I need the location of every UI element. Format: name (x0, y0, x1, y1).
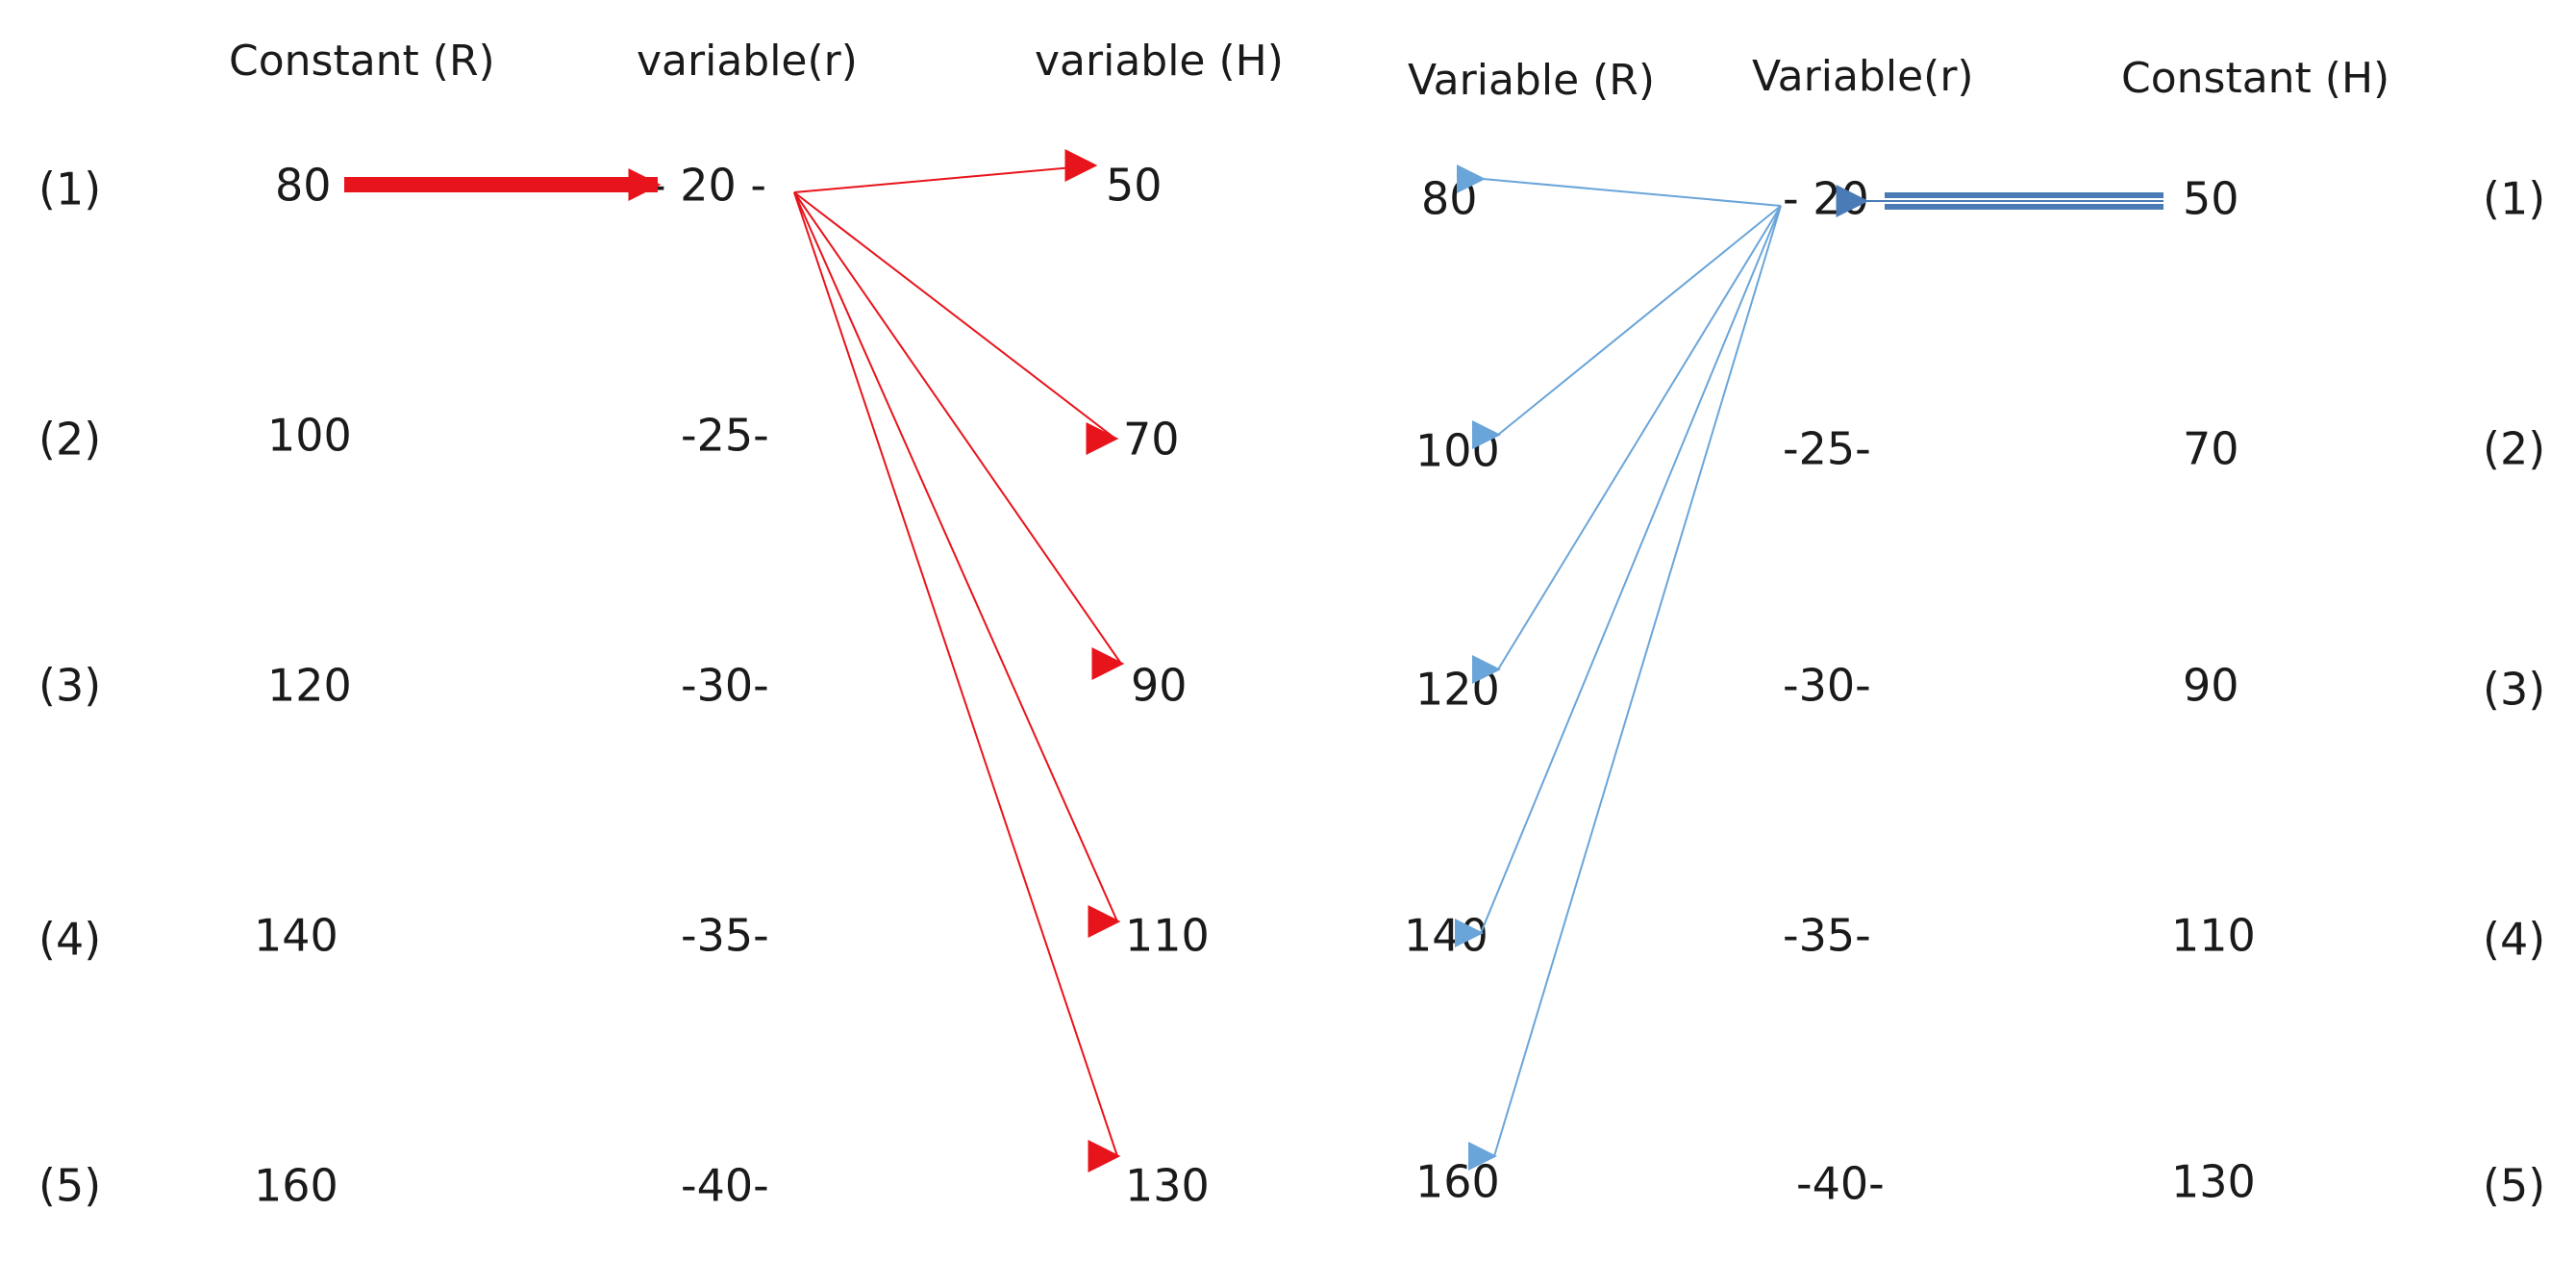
left-arrow-r-to-H-1 (793, 149, 1098, 193)
right-row-label-4: (4) (2483, 914, 2545, 966)
left-arrow-r-to-H-4 (793, 191, 1121, 938)
right-arrow-r-to-R-2 (1472, 205, 1782, 449)
left-r-value-3: -30- (681, 660, 769, 712)
left-arrow-r-to-H-3 (793, 191, 1125, 680)
left-H-value-5: 130 (1125, 1160, 1210, 1212)
left-R-value-1: 80 (275, 160, 332, 212)
left-arrow-r-to-H-5 (793, 191, 1121, 1173)
left-header-constant-R: Constant (R) (229, 37, 495, 86)
right-H-value-4: 110 (2171, 910, 2256, 962)
right-r-value-2: -25- (1783, 423, 1871, 475)
left-arrow-r-to-H-2 (793, 191, 1119, 455)
right-row-label-2: (2) (2483, 423, 2545, 475)
left-r-value-2: -25- (681, 410, 769, 462)
right-arrow-r-to-R-5 (1468, 205, 1782, 1171)
left-H-value-1: 50 (1106, 160, 1163, 212)
left-row-label-3: (3) (38, 660, 101, 712)
right-r-value-5: -40- (1796, 1158, 1885, 1210)
left-r-value-1: - 20 - (650, 160, 766, 212)
right-R-value-2: 100 (1415, 425, 1500, 477)
right-header-constant-H: Constant (H) (2121, 54, 2389, 103)
right-row-label-1: (1) (2483, 173, 2545, 225)
right-H-value-5: 130 (2171, 1156, 2256, 1208)
right-header-variable-R: Variable (R) (1408, 56, 1655, 105)
right-R-value-1: 80 (1421, 173, 1478, 225)
left-header-variable-r: variable(r) (637, 37, 858, 86)
right-R-value-5: 160 (1415, 1156, 1500, 1208)
left-row-label-5: (5) (38, 1160, 101, 1212)
left-header-variable-H: variable (H) (1035, 37, 1284, 86)
right-R-value-4: 140 (1404, 910, 1488, 962)
left-panel: Constant (R) variable(r) variable (H) (1… (38, 37, 1284, 1212)
left-H-value-3: 90 (1131, 660, 1188, 712)
left-r-value-4: -35- (681, 910, 769, 962)
left-R-value-3: 120 (267, 660, 352, 712)
right-arrow-r-to-R-3 (1472, 205, 1782, 684)
left-R-value-2: 100 (267, 410, 352, 462)
right-r-value-4: -35- (1783, 910, 1871, 962)
right-header-variable-r: Variable(r) (1752, 52, 1974, 101)
right-r-value-1: - 20 (1783, 173, 1869, 225)
left-R-value-4: 140 (254, 910, 338, 962)
right-row-label-3: (3) (2483, 664, 2545, 716)
left-row-label-4: (4) (38, 914, 101, 966)
right-arrow-r-to-R-1 (1457, 164, 1782, 207)
right-row-label-5: (5) (2483, 1160, 2545, 1212)
left-H-value-2: 70 (1123, 414, 1180, 466)
right-H-value-3: 90 (2183, 660, 2239, 712)
right-H-value-1: 50 (2183, 173, 2239, 225)
left-H-value-4: 110 (1125, 910, 1210, 962)
right-panel: Variable (R) Variable(r) Constant (H) 80… (1404, 52, 2545, 1212)
right-r-value-3: -30- (1783, 660, 1871, 712)
left-row-label-1: (1) (38, 164, 101, 215)
left-r-value-5: -40- (681, 1160, 769, 1212)
right-R-value-3: 120 (1415, 664, 1500, 716)
right-arrow-r-to-R-4 (1455, 205, 1782, 947)
left-row-label-2: (2) (38, 414, 101, 466)
left-R-value-5: 160 (254, 1160, 338, 1212)
right-H-value-2: 70 (2183, 423, 2239, 475)
